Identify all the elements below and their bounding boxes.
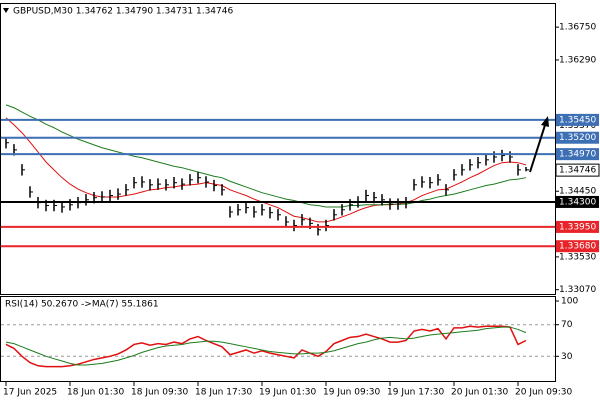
x-tick-label: 20 Jun 09:30 (515, 388, 572, 398)
level-label-box (556, 131, 599, 144)
level-label: 1.33950 (559, 222, 596, 232)
rsi-panel-frame (0, 296, 556, 382)
price-axis: 1.36750 1.36290 1.35370 1.34450 1.33530 1.330… (555, 23, 600, 362)
last-price-box (555, 163, 600, 177)
forecast-arrowhead (541, 116, 549, 127)
y-tick-label: 30 (561, 352, 573, 362)
main-plot (1, 104, 555, 248)
moving-average-line (5, 104, 527, 208)
y-tick-label: 1.36750 (559, 23, 596, 33)
level-label-box (556, 220, 599, 233)
level-label: 1.35450 (559, 115, 596, 125)
last-price-label: 1.34746 (559, 166, 596, 176)
forecast-arrow (529, 121, 547, 173)
rsi-plot (1, 324, 555, 368)
y-tick-label: 1.33530 (559, 252, 596, 262)
level-label: 1.34970 (559, 150, 596, 160)
level-label-box (556, 113, 599, 126)
y-tick-label: 1.35370 (559, 121, 596, 131)
x-tick-label: 19 Jun 09:30 (323, 388, 380, 398)
level-label: 1.35200 (559, 133, 596, 143)
x-tick-label: 17 Jun 2025 (3, 388, 57, 398)
x-tick-label: 20 Jun 01:30 (451, 388, 508, 398)
indicator-line (5, 325, 527, 368)
x-tick-label: 19 Jun 01:30 (259, 388, 316, 398)
x-tick-label: 18 Jun 09:30 (131, 388, 188, 398)
y-tick-label: 1.33070 (559, 285, 596, 295)
level-label: 1.33680 (559, 242, 596, 252)
y-tick-label: 1.34450 (559, 187, 596, 197)
level-label-box (556, 240, 599, 253)
level-label-box (556, 195, 599, 208)
chart-title: GBPUSD,M30 1.34762 1.34790 1.34731 1.347… (13, 7, 233, 17)
moving-average-line (5, 117, 527, 223)
main-panel-frame (0, 3, 556, 295)
y-tick-label: 1.36290 (559, 55, 596, 65)
indicator-line (5, 326, 527, 366)
x-tick-label: 19 Jun 17:30 (387, 388, 444, 398)
y-tick-label: 100 (561, 297, 578, 307)
collapse-icon[interactable] (3, 8, 9, 13)
rsi-title: RSI(14) 50.2670 ->MA(7) 55.1861 (5, 300, 159, 310)
x-tick-label: 18 Jun 01:30 (67, 388, 124, 398)
x-tick-label: 18 Jun 17:30 (195, 388, 252, 398)
y-tick-label: 70 (561, 320, 573, 330)
level-label-box (556, 148, 599, 161)
level-label: 1.34300 (559, 197, 596, 207)
